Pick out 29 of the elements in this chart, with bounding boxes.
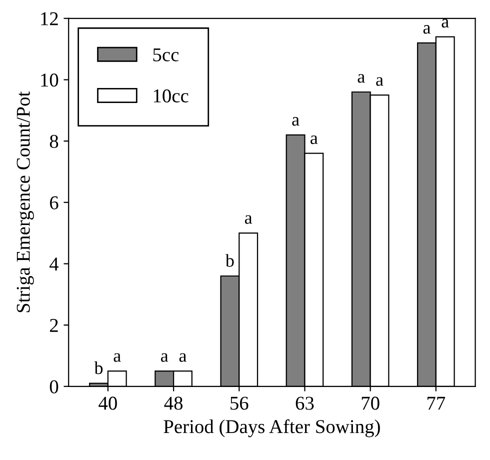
data-label: a: [292, 117, 300, 126]
data-label: a: [376, 77, 384, 86]
y-tick-label: 10: [41, 74, 58, 87]
data-label: b: [225, 254, 234, 267]
x-tick-label: 56: [230, 396, 248, 410]
data-label: a: [310, 135, 318, 144]
data-label: a: [179, 353, 186, 362]
data-label: a: [161, 353, 168, 362]
x-tick-label: 48: [164, 396, 183, 410]
data-label: b: [94, 361, 103, 374]
x-tick-label: 40: [98, 396, 117, 410]
x-axis-title: Period (Days After Sowing): [164, 419, 380, 438]
y-tick-label: 8: [50, 134, 58, 148]
y-tick-label: 0: [50, 380, 58, 394]
data-label: a: [244, 215, 252, 224]
x-tick-label: 63: [296, 396, 314, 410]
y-tick-label: 6: [50, 196, 58, 210]
y-tick-label: 2: [50, 318, 58, 332]
x-tick-label: 70: [362, 396, 380, 410]
x-tick-label: 77: [428, 396, 446, 410]
legend-label: 5cc: [153, 48, 179, 62]
data-label: a: [358, 74, 365, 83]
data-label: a: [423, 25, 431, 34]
y-axis-title: Striga Emergence Count/Pot: [16, 91, 34, 312]
y-tick-label: 12: [41, 12, 58, 26]
legend-label: 10cc: [154, 89, 188, 102]
data-label: a: [442, 18, 449, 28]
y-tick-label: 4: [50, 258, 59, 270]
data-label: a: [114, 353, 121, 362]
